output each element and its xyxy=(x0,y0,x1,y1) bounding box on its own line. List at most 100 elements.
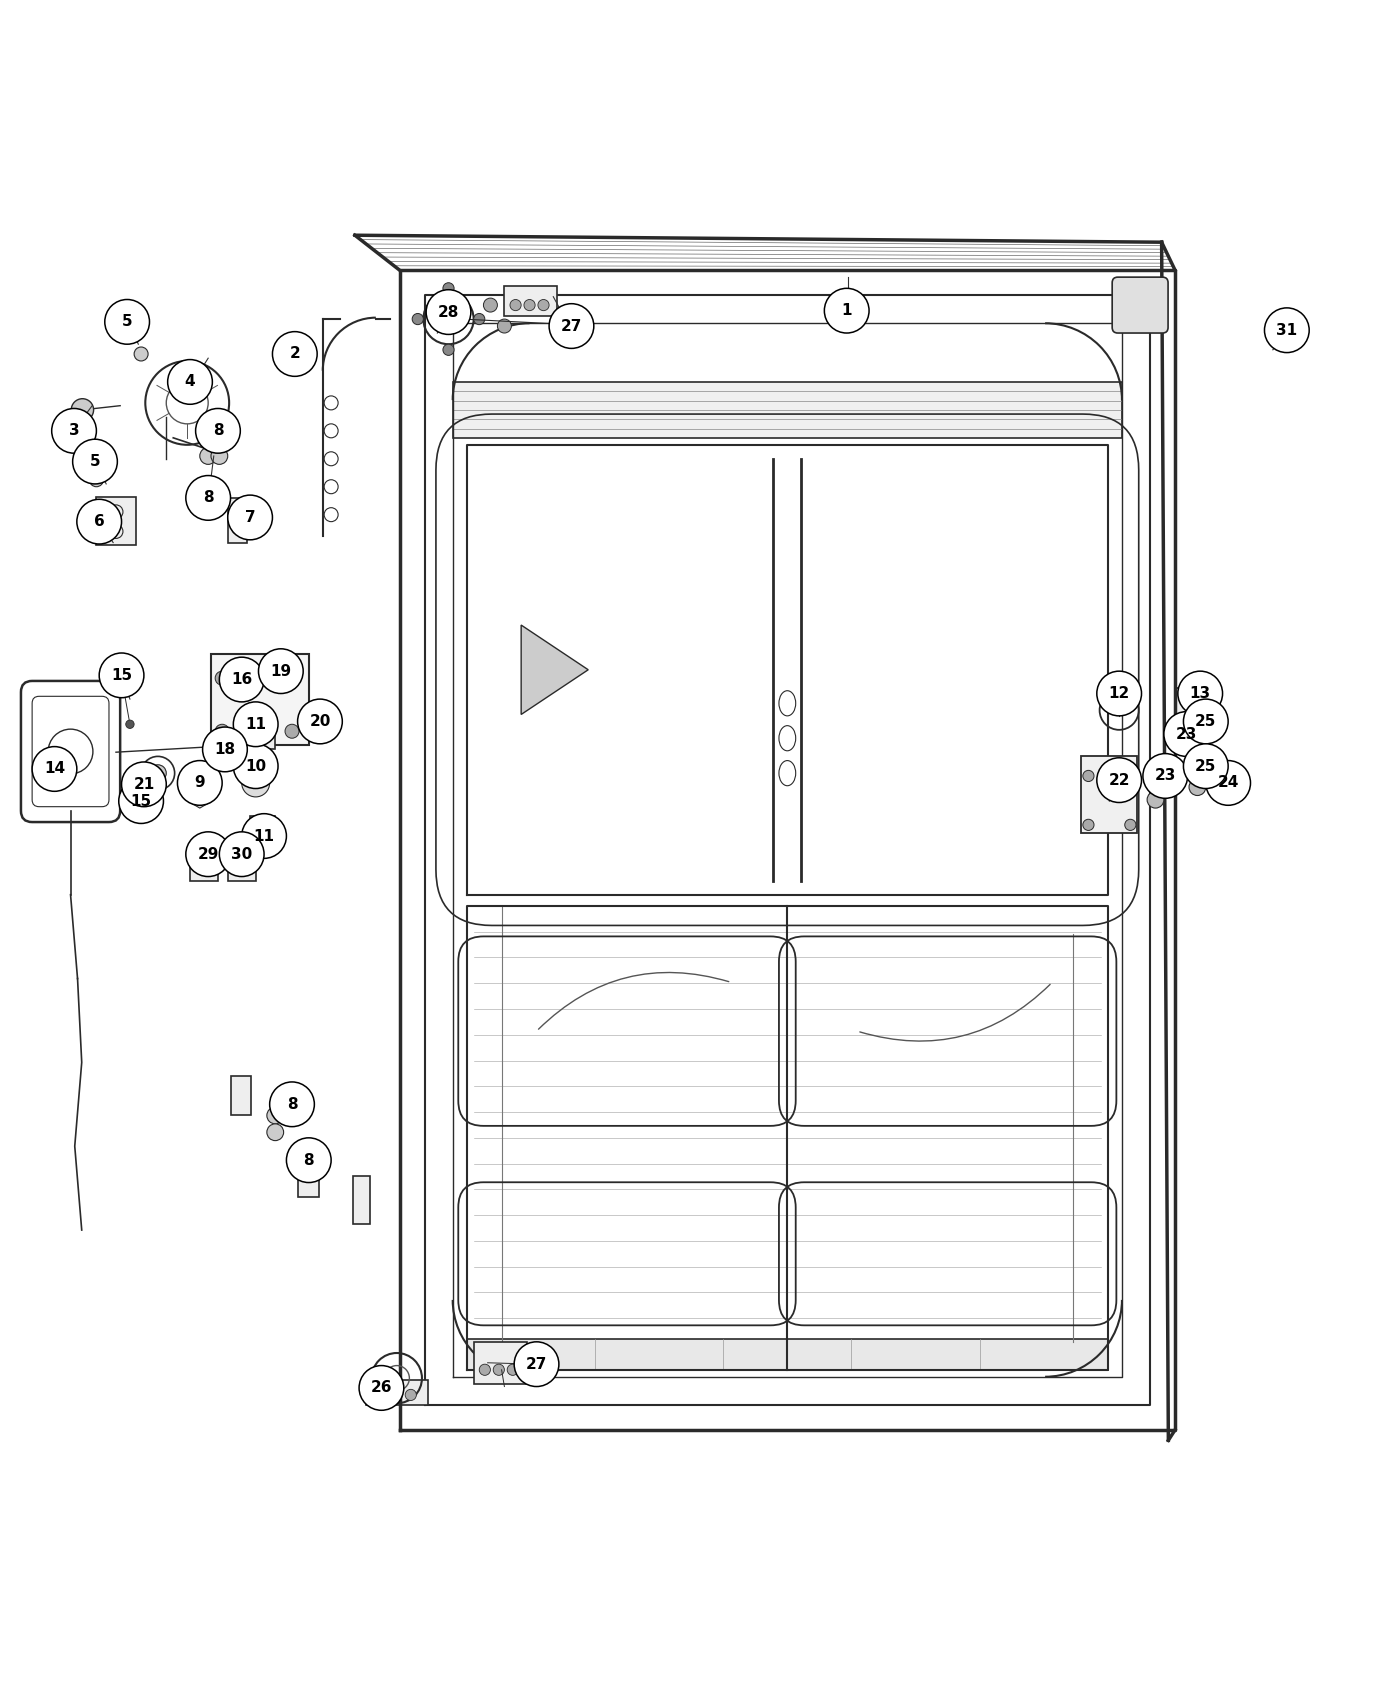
Text: 6: 6 xyxy=(94,513,105,529)
Circle shape xyxy=(1082,819,1093,830)
Text: 10: 10 xyxy=(245,758,266,774)
Circle shape xyxy=(220,831,265,877)
Bar xyxy=(1175,688,1214,741)
Circle shape xyxy=(442,282,454,294)
Bar xyxy=(1081,756,1137,833)
Circle shape xyxy=(234,702,279,746)
Bar xyxy=(452,382,1121,439)
Circle shape xyxy=(105,299,150,343)
Text: 9: 9 xyxy=(195,775,206,791)
Circle shape xyxy=(412,313,423,325)
Text: 14: 14 xyxy=(43,762,64,777)
Circle shape xyxy=(273,332,318,376)
Text: 3: 3 xyxy=(69,423,80,439)
Circle shape xyxy=(1166,760,1183,777)
FancyBboxPatch shape xyxy=(1112,277,1168,333)
Circle shape xyxy=(211,447,228,464)
Text: 29: 29 xyxy=(197,847,218,862)
Circle shape xyxy=(286,672,300,685)
Circle shape xyxy=(514,1341,559,1387)
Polygon shape xyxy=(521,626,588,714)
Circle shape xyxy=(242,768,270,797)
Circle shape xyxy=(1163,712,1208,756)
Circle shape xyxy=(1082,770,1093,782)
Circle shape xyxy=(71,400,94,422)
Circle shape xyxy=(122,762,167,808)
Text: 23: 23 xyxy=(1176,726,1197,741)
Text: 8: 8 xyxy=(213,423,223,439)
Circle shape xyxy=(1124,819,1135,830)
Circle shape xyxy=(186,476,231,520)
Circle shape xyxy=(134,347,148,360)
Text: 5: 5 xyxy=(90,454,101,469)
Circle shape xyxy=(1205,760,1250,806)
Circle shape xyxy=(186,831,231,877)
Circle shape xyxy=(497,320,511,333)
Text: 15: 15 xyxy=(111,668,132,683)
Circle shape xyxy=(1096,672,1141,716)
Text: 27: 27 xyxy=(526,1357,547,1372)
Circle shape xyxy=(1183,699,1228,745)
Text: 8: 8 xyxy=(203,490,213,505)
Text: 24: 24 xyxy=(1218,775,1239,791)
Text: 28: 28 xyxy=(438,304,459,320)
Circle shape xyxy=(287,1137,332,1183)
Circle shape xyxy=(538,299,549,311)
Circle shape xyxy=(73,439,118,484)
Circle shape xyxy=(178,760,223,806)
Circle shape xyxy=(259,649,304,694)
Circle shape xyxy=(1177,672,1222,716)
Bar xyxy=(504,286,557,316)
Circle shape xyxy=(168,360,213,405)
Bar xyxy=(473,1341,526,1384)
Circle shape xyxy=(358,1365,403,1411)
Circle shape xyxy=(1124,770,1135,782)
Text: 21: 21 xyxy=(133,777,154,792)
Circle shape xyxy=(228,495,273,541)
Bar xyxy=(298,1161,319,1197)
Circle shape xyxy=(1183,745,1228,789)
Text: 8: 8 xyxy=(287,1096,297,1112)
Circle shape xyxy=(203,728,248,772)
Circle shape xyxy=(119,779,164,823)
Circle shape xyxy=(286,724,300,738)
Circle shape xyxy=(473,313,484,325)
Circle shape xyxy=(267,1107,284,1124)
Circle shape xyxy=(825,289,869,333)
Bar xyxy=(251,719,276,750)
Circle shape xyxy=(493,1363,504,1375)
Text: 18: 18 xyxy=(214,741,235,757)
Text: 7: 7 xyxy=(245,510,255,525)
Circle shape xyxy=(1189,741,1205,758)
Circle shape xyxy=(1147,790,1163,807)
Bar xyxy=(228,850,256,881)
Circle shape xyxy=(267,1124,284,1141)
Circle shape xyxy=(1142,753,1187,799)
Bar xyxy=(231,1076,252,1115)
Circle shape xyxy=(150,765,167,782)
Circle shape xyxy=(32,746,77,790)
Text: 5: 5 xyxy=(122,314,133,330)
Bar xyxy=(251,816,276,847)
Circle shape xyxy=(270,1081,315,1127)
Circle shape xyxy=(1189,779,1205,796)
Text: 25: 25 xyxy=(1196,714,1217,729)
Text: 11: 11 xyxy=(245,717,266,731)
Circle shape xyxy=(479,1363,490,1375)
Text: 1: 1 xyxy=(841,303,853,318)
Circle shape xyxy=(510,299,521,311)
Text: 4: 4 xyxy=(185,374,196,389)
Text: 31: 31 xyxy=(1277,323,1298,338)
Bar xyxy=(228,498,248,542)
Circle shape xyxy=(196,408,241,454)
Circle shape xyxy=(242,814,287,858)
Text: 26: 26 xyxy=(371,1380,392,1396)
Circle shape xyxy=(391,1389,402,1401)
Circle shape xyxy=(216,672,230,685)
Text: 25: 25 xyxy=(1196,758,1217,774)
Text: 27: 27 xyxy=(561,318,582,333)
Circle shape xyxy=(1264,308,1309,352)
Text: 30: 30 xyxy=(231,847,252,862)
Text: 8: 8 xyxy=(304,1153,314,1168)
Bar xyxy=(97,496,136,546)
